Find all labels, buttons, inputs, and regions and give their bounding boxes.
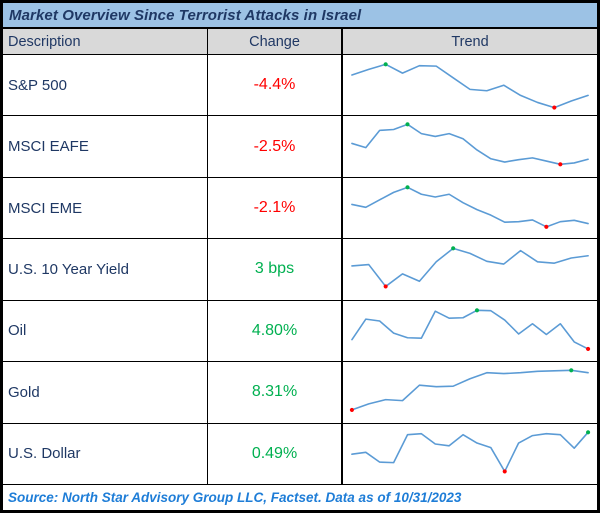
row-trend-cell	[343, 362, 597, 422]
low-marker	[502, 468, 507, 474]
high-marker	[451, 246, 456, 251]
row-description: Oil	[3, 300, 208, 362]
column-header-description: Description	[3, 29, 208, 54]
row-trend-cell	[343, 239, 597, 299]
source-footer: Source: North Star Advisory Group LLC, F…	[3, 484, 597, 510]
trend-sparkline	[351, 246, 589, 289]
row-description: MSCI EAFE	[3, 116, 208, 177]
row-description: S&P 500	[3, 55, 208, 116]
table-row: S&P 500 -4.4%	[3, 55, 597, 117]
row-change-value: 3 bps	[208, 239, 343, 300]
row-trend-cell	[343, 116, 597, 176]
column-header-trend: Trend	[451, 33, 489, 50]
low-marker	[586, 346, 591, 351]
row-trend-cell	[343, 178, 597, 238]
table-title-bar: Market Overview Since Terrorist Attacks …	[3, 3, 597, 29]
row-change-value: -2.1%	[208, 177, 343, 239]
low-marker	[349, 407, 354, 413]
low-marker	[544, 224, 549, 229]
table-row: U.S. 10 Year Yield 3 bps	[3, 239, 597, 301]
row-description: U.S. Dollar	[3, 423, 208, 484]
trend-sparkline	[351, 122, 589, 167]
row-change-value: 8.31%	[208, 362, 343, 423]
low-marker	[383, 284, 388, 289]
column-header-change: Change	[208, 29, 343, 54]
high-marker	[569, 368, 574, 373]
high-marker	[586, 429, 591, 434]
table-row: MSCI EAFE -2.5%	[3, 116, 597, 178]
table-row: Gold 8.31%	[3, 362, 597, 424]
high-marker	[474, 307, 480, 313]
trend-sparkline	[351, 307, 591, 351]
high-marker	[405, 185, 410, 190]
row-trend-cell	[343, 301, 597, 361]
source-text: Source: North Star Advisory Group LLC, F…	[8, 489, 462, 505]
trend-sparkline	[351, 62, 589, 110]
row-change-value: 0.49%	[208, 423, 343, 484]
row-change-value: -2.5%	[208, 116, 343, 177]
high-marker	[405, 122, 410, 127]
trend-sparkline	[349, 368, 589, 413]
table-row: U.S. Dollar 0.49%	[3, 423, 597, 485]
row-description: Gold	[3, 362, 208, 423]
high-marker	[383, 62, 388, 67]
row-change-value: -4.4%	[208, 55, 343, 116]
row-description: MSCI EME	[3, 177, 208, 239]
page-title: Market Overview Since Terrorist Attacks …	[9, 6, 362, 24]
row-description: U.S. 10 Year Yield	[3, 239, 208, 300]
row-trend-cell	[343, 424, 597, 484]
trend-sparkline	[351, 429, 591, 474]
trend-sparkline	[351, 185, 589, 229]
row-change-value: 4.80%	[208, 300, 343, 362]
table-row: Oil 4.80%	[3, 300, 597, 363]
row-trend-cell	[343, 55, 597, 115]
low-marker	[558, 162, 563, 167]
column-header-row: Description Change Trend	[3, 29, 597, 55]
low-marker	[552, 105, 557, 110]
table-row: MSCI EME -2.1%	[3, 177, 597, 240]
